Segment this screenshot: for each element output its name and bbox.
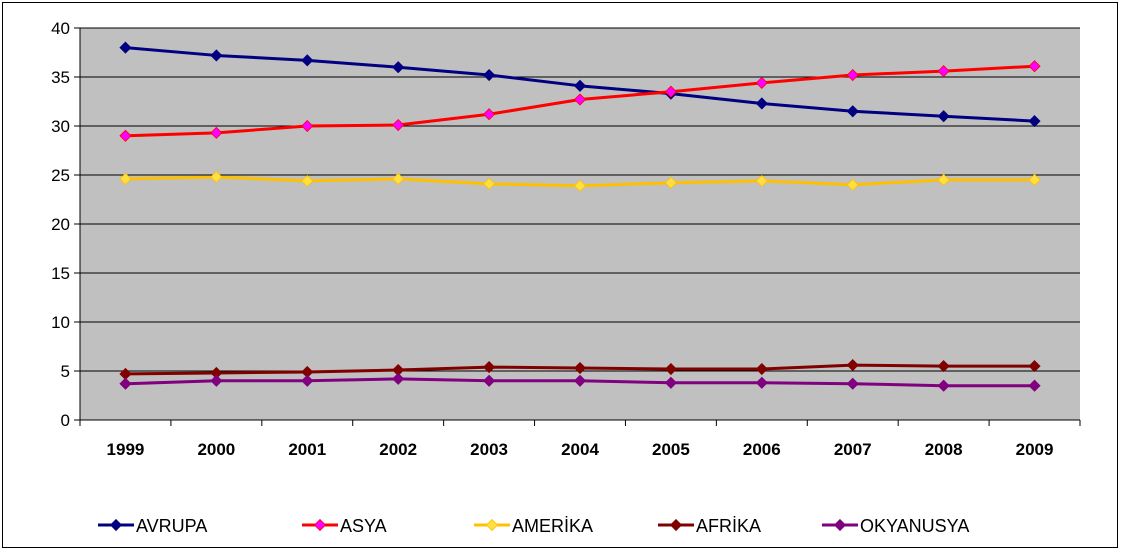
- data-point: [664, 376, 677, 389]
- data-point: [301, 54, 314, 67]
- data-point: [573, 361, 587, 375]
- data-point: [664, 85, 677, 98]
- data-point: [210, 170, 223, 184]
- x-tick-label: 2004: [561, 440, 599, 459]
- data-point: [483, 108, 496, 121]
- data-point: [664, 176, 677, 189]
- data-point: [937, 173, 950, 186]
- data-point: [210, 49, 223, 62]
- data-point: [573, 179, 587, 192]
- data-point: [937, 360, 950, 373]
- legend: AVRUPA ASYA AMERİKA AFRİKA OKYANUSYA: [98, 516, 969, 536]
- data-point: [937, 65, 950, 78]
- data-point: [392, 372, 405, 385]
- data-point: [755, 76, 768, 89]
- series-lines: [119, 41, 1041, 392]
- data-point: [392, 61, 405, 74]
- legend-label: ASYA: [340, 516, 387, 536]
- data-point: [664, 362, 677, 376]
- x-tick-label: 2003: [470, 440, 508, 459]
- data-point: [1028, 379, 1041, 392]
- series-ameri̇ka: [119, 170, 1041, 192]
- series-asya: [119, 60, 1041, 142]
- data-point: [1028, 115, 1041, 128]
- legend-marker: [833, 518, 847, 532]
- data-point: [1028, 60, 1041, 73]
- data-point: [392, 118, 405, 132]
- y-tick-label: 20: [51, 215, 70, 234]
- y-tick-label: 35: [51, 68, 70, 87]
- data-point: [846, 178, 859, 191]
- x-tick-label: 1999: [107, 440, 145, 459]
- data-point: [846, 359, 859, 372]
- legend-label: AFRİKA: [696, 516, 761, 536]
- data-point: [301, 174, 314, 187]
- data-point: [937, 379, 950, 392]
- legend-label: AMERİKA: [512, 516, 593, 536]
- data-point: [483, 374, 496, 387]
- data-point: [755, 174, 768, 187]
- data-point: [846, 377, 859, 390]
- data-point: [573, 93, 587, 106]
- x-tick-label: 2007: [834, 440, 872, 459]
- legend-item: OKYANUSYA: [822, 516, 969, 536]
- legend-item: AVRUPA: [98, 516, 207, 536]
- data-point: [119, 172, 132, 185]
- data-point: [301, 374, 314, 387]
- y-tick-label: 10: [51, 313, 70, 332]
- data-point: [573, 79, 587, 92]
- data-point: [573, 374, 587, 387]
- x-tick-label: 2006: [743, 440, 781, 459]
- axes: [79, 28, 1081, 426]
- y-tick-label: 40: [51, 19, 70, 38]
- data-point: [210, 374, 223, 387]
- y-tick-label: 5: [61, 362, 70, 381]
- x-tick-label: 2001: [288, 440, 326, 459]
- data-point: [1028, 173, 1041, 186]
- legend-marker: [109, 518, 123, 532]
- data-point: [210, 126, 223, 139]
- legend-item: AMERİKA: [474, 516, 593, 536]
- y-axis-tick-labels: 0 5 10 15 20 25 30 35 40: [51, 19, 70, 430]
- x-tick-label: 2008: [925, 440, 963, 459]
- data-point: [483, 177, 496, 190]
- series-afri̇ka: [119, 359, 1041, 381]
- data-point: [119, 377, 132, 390]
- legend-marker: [313, 518, 327, 532]
- data-point: [755, 376, 768, 389]
- data-point: [755, 97, 768, 110]
- series-okyanusya: [119, 372, 1041, 392]
- data-point: [301, 119, 314, 133]
- x-tick-label: 2002: [379, 440, 417, 459]
- y-tick-label: 25: [51, 166, 70, 185]
- data-point: [483, 68, 496, 82]
- legend-item: ASYA: [302, 516, 387, 536]
- legend-label: OKYANUSYA: [860, 516, 969, 536]
- data-point: [483, 361, 496, 374]
- x-tick-label: 2009: [1016, 440, 1054, 459]
- y-tick-label: 0: [61, 411, 70, 430]
- legend-item: AFRİKA: [658, 516, 761, 536]
- data-point: [846, 68, 859, 82]
- legend-label: AVRUPA: [136, 516, 207, 536]
- y-tick-label: 15: [51, 264, 70, 283]
- legend-marker: [669, 518, 683, 532]
- data-point: [119, 41, 132, 54]
- series-avrupa: [119, 41, 1041, 128]
- x-axis-tick-labels: 1999 2000 2001 2002 2003 2004 2005 2006 2007 2008…: [107, 440, 1054, 459]
- data-point: [937, 110, 950, 123]
- x-tick-label: 2005: [652, 440, 690, 459]
- data-point: [1028, 360, 1041, 373]
- legend-marker: [485, 518, 499, 532]
- data-point: [119, 129, 132, 142]
- y-tick-label: 30: [51, 117, 70, 136]
- x-tick-label: 2000: [197, 440, 235, 459]
- data-point: [755, 362, 768, 376]
- data-point: [846, 105, 859, 118]
- data-point: [392, 172, 405, 185]
